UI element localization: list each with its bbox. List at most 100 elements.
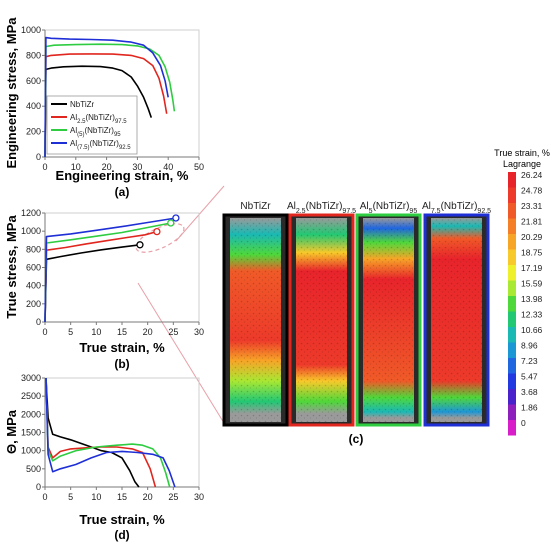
x-tick-label: 25 xyxy=(168,327,178,337)
dic-specimen-2: Al2.5(NbTiZr)97.5 xyxy=(287,201,356,427)
series-line xyxy=(45,377,140,488)
fracture-point-marker xyxy=(136,241,144,249)
series-line xyxy=(45,377,171,488)
panel-label-d: (d) xyxy=(114,528,129,542)
legend-entry: NbTiZr xyxy=(70,100,94,109)
x-tick-label: 0 xyxy=(42,162,47,172)
legend-entry: Al2.5(NbTiZr)97.5 xyxy=(70,113,127,125)
y-tick-label: 1000 xyxy=(21,226,41,236)
series-line xyxy=(44,53,168,158)
colorbar-segment xyxy=(508,358,516,374)
x-tick-label: 15 xyxy=(117,327,127,337)
dic-specimen-4: Al7.5(NbTiZr)92.5 xyxy=(422,201,491,427)
colorbar-segment xyxy=(508,187,516,203)
colorbar-segment xyxy=(508,373,516,389)
y-axis-label: True stress, MPa xyxy=(4,215,19,319)
fracture-point-marker xyxy=(172,214,180,222)
colorbar-tick-label: 12.33 xyxy=(521,310,543,320)
y-tick-label: 1200 xyxy=(21,208,41,218)
y-tick-label: 400 xyxy=(26,281,41,291)
colorbar-tick-label: 20.29 xyxy=(521,232,543,242)
specimen-frame xyxy=(222,213,289,427)
panel-c-dic-strain-maps: NbTiZr Al2.5(NbTiZr)97.5 Al5(NbTiZr)95 Al7.… xyxy=(222,148,550,436)
y-tick-label: 800 xyxy=(26,244,41,254)
panel-d-hardening-rate: 0 5 10 15 20 25 30 0 500 1000 1500 2000 2500 3000 True… xyxy=(4,373,204,527)
specimen-label: Al7.5(NbTiZr)92.5 xyxy=(422,201,491,215)
colorbar-tick-label: 17.19 xyxy=(521,263,543,273)
colorbar-tick-label: 26.24 xyxy=(521,170,543,180)
legend: NbTiZr Al2.5(NbTiZr)97.5Al(5)(NbTiZr)95Al… xyxy=(46,95,138,155)
colorbar-segment xyxy=(508,327,516,343)
x-tick-label: 5 xyxy=(68,327,73,337)
y-tick-label: 2500 xyxy=(21,391,41,401)
series-line xyxy=(44,230,158,323)
series-line xyxy=(44,43,176,158)
plot-frame xyxy=(44,377,200,488)
fracture-point-marker xyxy=(153,227,161,236)
series-line xyxy=(44,217,177,323)
y-tick-label: 1000 xyxy=(21,25,41,35)
x-tick-label: 0 xyxy=(42,327,47,337)
dic-specimen-1: NbTiZr xyxy=(222,201,289,427)
colorbar-subtitle: Lagrange xyxy=(503,159,541,169)
series-line xyxy=(44,222,171,323)
colorbar-tick-label: 23.31 xyxy=(521,201,543,211)
colorbar-segment xyxy=(508,296,516,312)
colorbar-segment xyxy=(508,420,516,436)
y-tick-label: 0 xyxy=(36,317,41,327)
colorbar-segment xyxy=(508,172,516,188)
x-tick-label: 25 xyxy=(168,492,178,502)
colorbar-segment xyxy=(508,342,516,358)
x-tick-label: 50 xyxy=(194,162,204,172)
colorbar-tick-label: 0 xyxy=(521,418,526,428)
x-tick-label: 30 xyxy=(132,162,142,172)
y-tick-label: 1000 xyxy=(21,446,41,456)
x-tick-label: 30 xyxy=(194,327,204,337)
specimen-label: Al2.5(NbTiZr)97.5 xyxy=(287,201,356,215)
colorbar-tick-label: 10.66 xyxy=(521,325,543,335)
y-tick-label: 2000 xyxy=(21,409,41,419)
x-axis-label: Engineering strain, % xyxy=(56,168,189,183)
legend-entry: Al(5)(NbTiZr)95 xyxy=(70,126,121,138)
x-tick-label: 10 xyxy=(91,327,101,337)
series-line xyxy=(45,377,157,488)
x-tick-label: 40 xyxy=(163,162,173,172)
speckle-overlay xyxy=(363,218,414,422)
plot-frame xyxy=(44,212,200,323)
x-tick-label: 15 xyxy=(117,492,127,502)
colorbar-title: True strain, % xyxy=(494,148,550,158)
x-axis-label: True strain, % xyxy=(79,340,165,355)
specimen-frame xyxy=(423,213,490,427)
specimen-frame xyxy=(355,213,422,427)
panel-label-c: (c) xyxy=(349,432,364,446)
y-axis-label: Engineering stress, MPa xyxy=(4,17,19,169)
x-tick-label: 30 xyxy=(194,492,204,502)
series-line xyxy=(44,65,153,158)
series-line xyxy=(44,244,141,323)
colorbar-segment xyxy=(508,265,516,281)
colorbar-segment xyxy=(508,249,516,265)
speckle-overlay xyxy=(296,218,347,422)
y-tick-label: 1500 xyxy=(21,428,41,438)
panel-a-engineering-stress-strain: 0 10 20 30 40 5002004006008001000Engineering … xyxy=(4,17,204,183)
y-tick-label: 500 xyxy=(26,464,41,474)
legend-box xyxy=(46,95,138,155)
x-tick-label: 20 xyxy=(143,327,153,337)
x-tick-label: 10 xyxy=(91,492,101,502)
colorbar-segment xyxy=(508,311,516,327)
y-tick-label: 800 xyxy=(26,50,41,60)
x-tick-label: 20 xyxy=(143,492,153,502)
colorbar-tick-label: 5.47 xyxy=(521,372,538,382)
colorbar-tick-label: 3.68 xyxy=(521,387,538,397)
x-tick-label: 5 xyxy=(68,492,73,502)
colorbar-tick-label: 7.23 xyxy=(521,356,538,366)
y-tick-label: 200 xyxy=(26,127,41,137)
colorbar-segment xyxy=(508,218,516,234)
colorbar-segment xyxy=(508,234,516,250)
legend-entry: Al(7.5)(NbTiZr)92.5 xyxy=(70,139,131,151)
panel-label-a: (a) xyxy=(115,185,130,199)
colorbar-tick-label: 15.59 xyxy=(521,279,543,289)
speckle-overlay xyxy=(431,218,482,422)
y-tick-label: 600 xyxy=(26,76,41,86)
